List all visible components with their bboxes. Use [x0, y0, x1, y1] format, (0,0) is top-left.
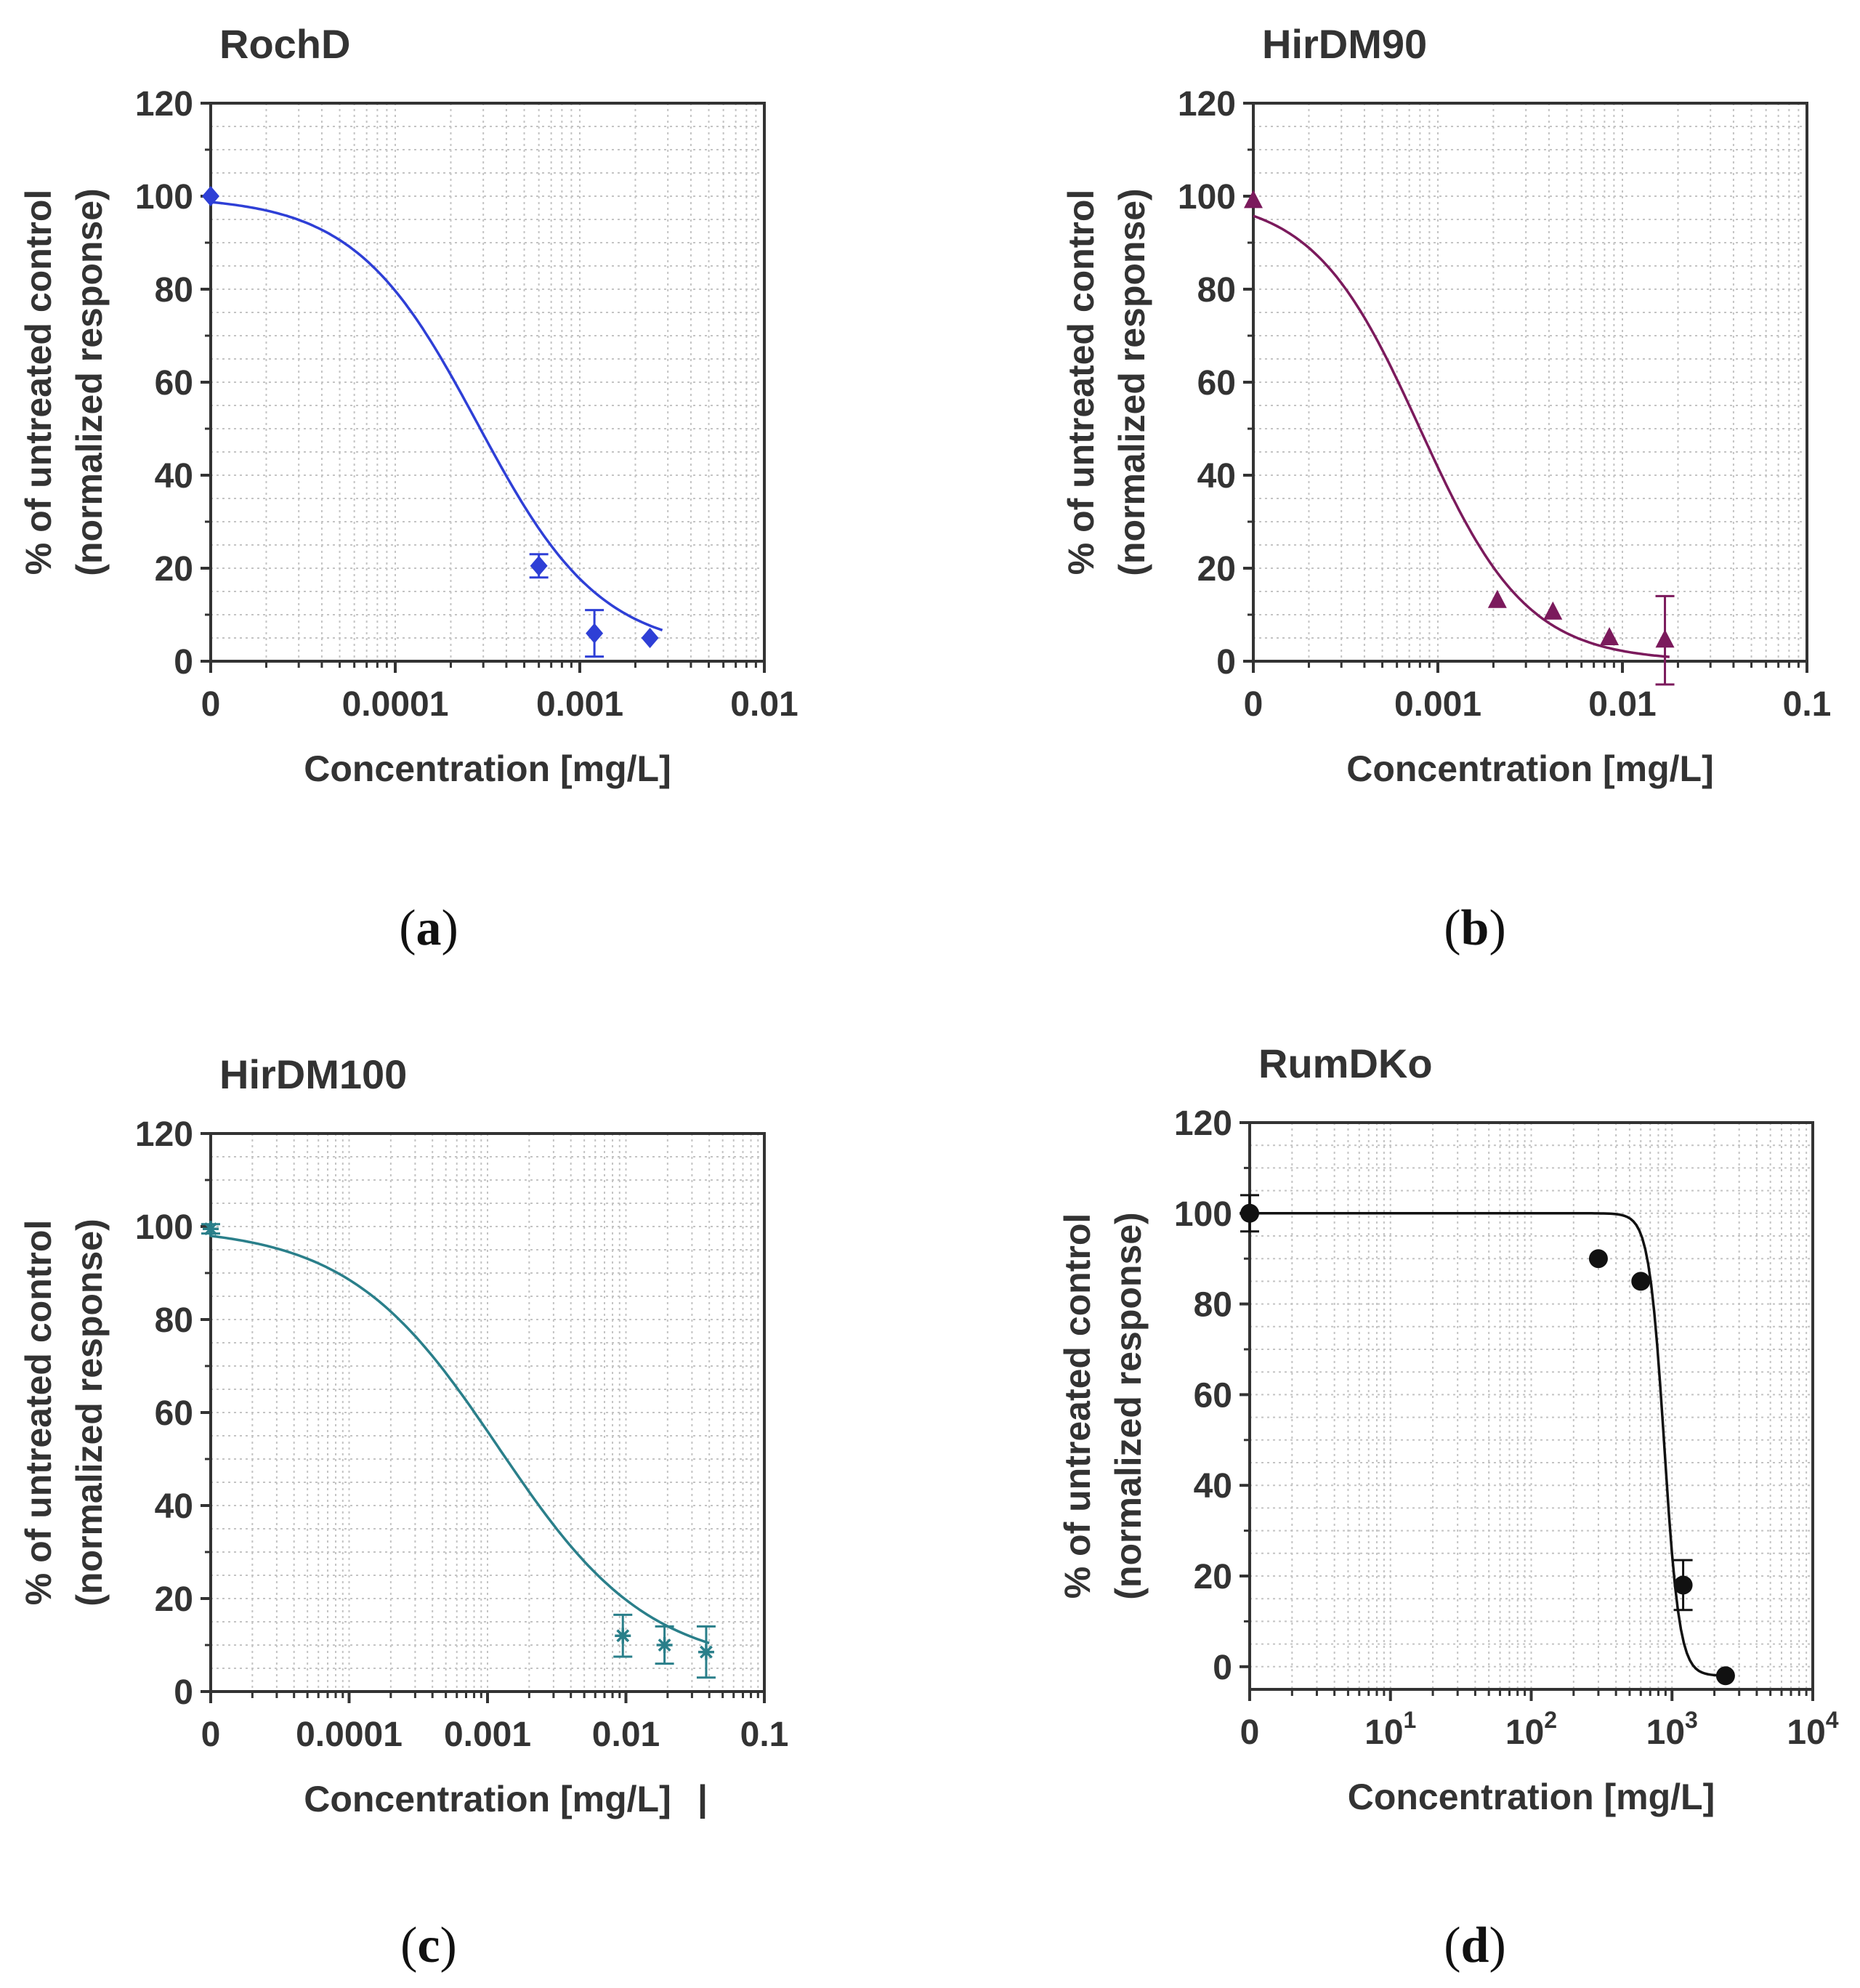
data-point-stroke — [204, 1222, 217, 1236]
chart-title: RumDKo — [1258, 1041, 1433, 1086]
y-tick-label: 60 — [1194, 1376, 1232, 1415]
data-point — [1715, 1666, 1735, 1686]
x-axis-label: Concentration [mg/L] — [304, 748, 671, 789]
x-tick-label: 101 — [1364, 1707, 1416, 1752]
fit-curve — [210, 1235, 710, 1644]
data-point — [1543, 601, 1563, 620]
y-axis-label: % of untreated control — [18, 1220, 59, 1606]
y-axis-label-line2: (normalized response) — [69, 188, 110, 575]
x-axis-label: Concentration [mg/L] — [304, 1779, 671, 1819]
x-axis-label: Concentration [mg/L] — [1348, 1777, 1715, 1817]
data-point — [586, 623, 604, 644]
x-tick-label: 0.01 — [730, 685, 798, 724]
y-axis-label: % of untreated control — [1057, 1213, 1098, 1599]
y-tick-label: 80 — [155, 271, 193, 310]
data-point — [1244, 190, 1263, 209]
y-tick-label: 80 — [1197, 271, 1236, 310]
fit-curve — [210, 201, 663, 631]
y-tick-label: 120 — [135, 1115, 193, 1154]
y-tick-label: 0 — [1213, 1649, 1232, 1687]
y-axis-label: % of untreated control — [18, 190, 59, 575]
y-tick-label: 80 — [155, 1301, 193, 1340]
y-tick-label: 20 — [155, 1580, 193, 1619]
y-tick-label: 40 — [1194, 1467, 1232, 1506]
data-point — [656, 1637, 673, 1653]
y-tick-label: 0 — [174, 1673, 193, 1712]
data-point — [1588, 1249, 1608, 1269]
y-tick-label: 120 — [1174, 1104, 1232, 1143]
fit-curve — [1253, 214, 1670, 658]
x-tick-label: 0.001 — [444, 1716, 531, 1754]
x-tick-label: 0.1 — [1783, 685, 1832, 724]
y-tick-label: 100 — [135, 178, 193, 217]
caption-c: (c) — [400, 1918, 457, 1973]
data-point-stroke — [700, 1645, 713, 1659]
chart-title: HirDM90 — [1262, 21, 1427, 67]
data-point — [641, 628, 659, 648]
data-point-stroke — [616, 1629, 630, 1643]
data-point — [1600, 627, 1620, 645]
fit-curve — [1250, 1212, 1726, 1677]
x-tick-label: 0 — [201, 1716, 221, 1754]
x-tick-label: 0 — [201, 685, 221, 724]
data-point — [1631, 1272, 1651, 1291]
data-point — [1673, 1575, 1693, 1595]
y-tick-label: 60 — [1197, 364, 1236, 403]
x-tick-label: 0.01 — [1588, 685, 1656, 724]
y-axis-label: % of untreated control — [1061, 190, 1101, 575]
panel-d: RumDKo 0 20 40 60 80 100 120 0 101 102 103 104 Concen… — [1057, 1041, 1839, 1817]
x-tick-label: 0.001 — [536, 685, 623, 724]
panel-c: HirDM100 0 20 40 60 80 100 120 0 0.0001 0.001 0.01 0… — [18, 1051, 788, 1819]
x-tick-label: 0.0001 — [342, 685, 449, 724]
y-axis-label-line2: (normalized response) — [1112, 188, 1152, 575]
data-point — [1487, 589, 1507, 608]
y-tick-label: 40 — [1197, 457, 1236, 496]
x-axis-label: Concentration [mg/L] — [1346, 748, 1714, 789]
y-tick-label: 0 — [174, 643, 193, 682]
panel-b: HirDM90 0 20 40 60 80 100 120 0 0.001 0.01 0.1 Conce… — [1061, 21, 1831, 789]
y-tick-label: 100 — [1178, 178, 1236, 217]
caption-a: (a) — [399, 900, 458, 956]
data-point — [698, 1644, 714, 1660]
data-point — [615, 1628, 631, 1644]
y-tick-label: 80 — [1194, 1286, 1232, 1325]
caption-b: (b) — [1444, 900, 1506, 956]
y-tick-label: 0 — [1216, 643, 1236, 682]
y-tick-label: 100 — [135, 1208, 193, 1247]
panel-a: RochD 0 20 40 60 80 100 120 0 0.0001 0.001 0.01 Conc… — [18, 21, 798, 789]
y-tick-label: 60 — [155, 1394, 193, 1433]
y-tick-label: 100 — [1174, 1195, 1232, 1234]
data-point — [1655, 629, 1675, 648]
y-tick-label: 60 — [155, 364, 193, 403]
x-tick-label: 104 — [1787, 1707, 1838, 1752]
x-tick-label: 0 — [1240, 1713, 1260, 1752]
chart-title: HirDM100 — [219, 1051, 407, 1097]
y-tick-label: 20 — [1197, 550, 1236, 589]
plot-frame — [1248, 1121, 1814, 1691]
x-tick-label: 0.01 — [592, 1716, 660, 1754]
data-point — [530, 555, 548, 576]
x-tick-label: 103 — [1646, 1707, 1698, 1752]
caption-d: (d) — [1444, 1918, 1506, 1973]
y-axis-label-line2: (normalized response) — [69, 1219, 110, 1606]
y-tick-label: 40 — [155, 457, 193, 496]
chart-title: RochD — [219, 21, 350, 67]
data-point — [1240, 1203, 1259, 1223]
data-point-stroke — [658, 1639, 671, 1652]
y-axis-label-line2: (normalized response) — [1108, 1212, 1149, 1599]
x-tick-label: 0.001 — [1394, 685, 1481, 724]
y-tick-label: 20 — [1194, 1558, 1232, 1596]
x-tick-label: 102 — [1505, 1707, 1557, 1752]
stray-mark: | — [698, 1778, 708, 1819]
y-tick-label: 120 — [135, 85, 193, 124]
y-tick-label: 20 — [155, 550, 193, 589]
data-point — [203, 1221, 219, 1237]
y-tick-label: 40 — [155, 1487, 193, 1526]
x-tick-label: 0.1 — [740, 1716, 789, 1754]
data-point — [202, 186, 219, 206]
y-tick-label: 120 — [1178, 85, 1236, 124]
x-tick-label: 0.0001 — [296, 1716, 403, 1754]
x-tick-label: 0 — [1244, 685, 1263, 724]
